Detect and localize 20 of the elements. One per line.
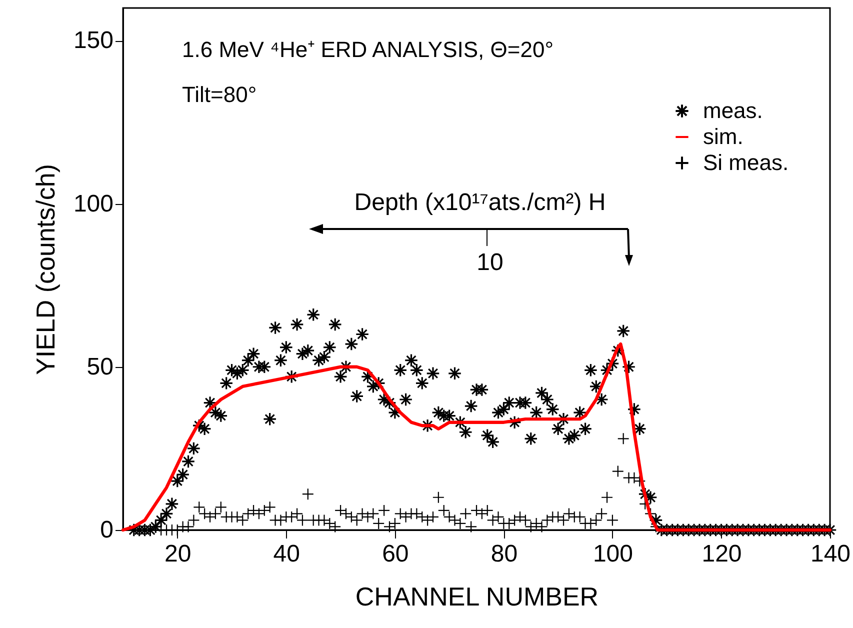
annotation: Tilt=80° [182, 82, 257, 107]
x-tick-label: 120 [702, 540, 742, 568]
legend-label: meas. [703, 98, 763, 123]
annotation: 10 [476, 249, 504, 276]
y-axis-title: YIELD (counts/ch) [30, 164, 60, 375]
legend-label: Si meas. [703, 150, 789, 175]
x-tick-label: 20 [164, 540, 192, 568]
y-tick-label: 100 [73, 190, 114, 218]
y-tick-label: 0 [100, 516, 114, 544]
x-tick-label: 40 [273, 540, 300, 568]
annotation: Depth (x10¹⁷ats./cm²) H [354, 189, 606, 216]
annotation: 1.6 MeV ⁴He⁺ ERD ANALYSIS, Θ=20° [182, 37, 554, 62]
x-tick-label: 60 [382, 540, 409, 568]
x-tick-label: 80 [490, 540, 518, 568]
x-tick-label: 100 [592, 540, 633, 568]
x-axis-title: CHANNEL NUMBER [355, 582, 599, 612]
legend-label: sim. [703, 124, 744, 149]
y-tick-label: 150 [73, 27, 114, 54]
x-tick-label: 140 [810, 540, 851, 568]
y-tick-label: 50 [86, 353, 114, 380]
